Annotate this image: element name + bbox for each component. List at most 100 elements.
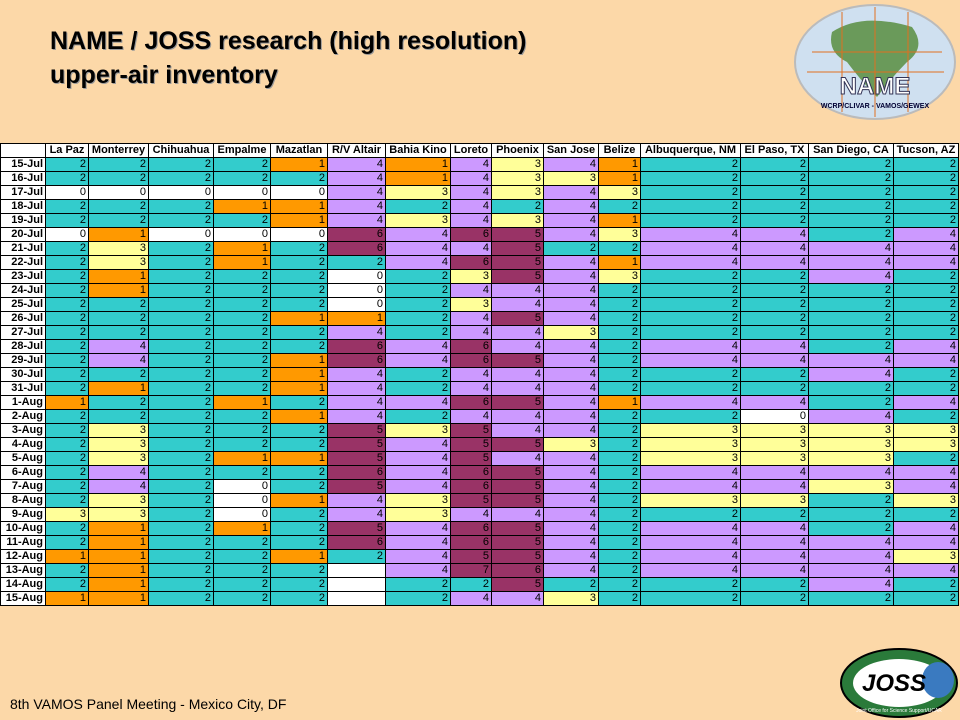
count-cell: 2 [213, 423, 271, 438]
count-cell: 4 [385, 465, 451, 480]
count-cell: 2 [148, 353, 214, 368]
count-cell: 2 [640, 507, 741, 522]
count-cell: 4 [450, 213, 492, 228]
count-cell: 2 [385, 269, 451, 284]
count-cell: 1 [385, 171, 451, 186]
count-cell: 6 [327, 241, 386, 256]
count-cell: 3 [640, 493, 741, 508]
column-header: Loreto [450, 143, 492, 158]
count-cell: 3 [640, 423, 741, 438]
count-cell: 2 [270, 507, 328, 522]
count-cell: 4 [88, 479, 149, 494]
date-cell: 3-Aug [0, 423, 46, 438]
count-cell: 4 [543, 353, 599, 368]
count-cell: 4 [640, 549, 741, 564]
count-cell: 2 [270, 535, 328, 550]
table-row: 31-Jul 2 1 2 2 1 4 2 4 4 4 2 2 2 2 2 [0, 381, 959, 396]
count-cell: 4 [543, 563, 599, 578]
count-cell: 4 [491, 297, 544, 312]
count-cell: 6 [450, 479, 492, 494]
count-cell: 2 [808, 493, 894, 508]
date-cell: 15-Jul [0, 157, 46, 172]
count-cell: 2 [893, 325, 959, 340]
count-cell: 2 [148, 535, 214, 550]
date-cell: 9-Aug [0, 507, 46, 522]
count-cell: 4 [543, 255, 599, 270]
count-cell: 5 [491, 535, 544, 550]
count-cell: 2 [808, 213, 894, 228]
count-cell: 3 [893, 493, 959, 508]
count-cell: 4 [740, 535, 809, 550]
count-cell: 2 [45, 157, 89, 172]
count-cell: 4 [543, 297, 599, 312]
count-cell: 2 [640, 325, 741, 340]
count-cell: 2 [270, 423, 328, 438]
count-cell: 2 [45, 199, 89, 214]
date-cell: 28-Jul [0, 339, 46, 354]
count-cell: 3 [88, 241, 149, 256]
inventory-table: La Paz Monterrey Chihuahua Empalme Mazatlan R… [0, 143, 959, 606]
count-cell: 2 [598, 423, 641, 438]
count-cell: 2 [740, 591, 809, 606]
count-cell: 2 [385, 409, 451, 424]
name-logo: NAME WCRP/CLIVAR - VAMOS/GEWEX [794, 4, 956, 120]
count-cell: 0 [45, 227, 89, 242]
count-cell: 2 [213, 577, 271, 592]
count-cell: 3 [543, 325, 599, 340]
count-cell: 2 [270, 521, 328, 536]
count-cell: 2 [740, 171, 809, 186]
count-cell: 4 [327, 171, 386, 186]
count-cell: 2 [45, 283, 89, 298]
count-cell: 2 [598, 493, 641, 508]
count-cell: 2 [385, 367, 451, 382]
count-cell: 0 [88, 185, 149, 200]
count-cell: 4 [640, 255, 741, 270]
count-cell: 2 [893, 171, 959, 186]
count-cell: 3 [88, 507, 149, 522]
count-cell: 6 [450, 465, 492, 480]
count-cell: 3 [640, 451, 741, 466]
count-cell: 4 [491, 339, 544, 354]
count-cell: 2 [88, 157, 149, 172]
count-cell: 4 [893, 241, 959, 256]
count-cell: 2 [893, 213, 959, 228]
count-cell: 2 [893, 283, 959, 298]
count-cell: 6 [450, 353, 492, 368]
table-row: 3-Aug 2 3 2 2 2 5 3 5 4 4 2 3 3 3 3 [0, 423, 959, 438]
count-cell: 2 [45, 311, 89, 326]
date-cell: 21-Jul [0, 241, 46, 256]
count-cell: 2 [45, 479, 89, 494]
count-cell: 5 [450, 437, 492, 452]
count-cell: 4 [543, 493, 599, 508]
count-cell: 2 [640, 591, 741, 606]
count-cell: 4 [543, 199, 599, 214]
count-cell: 2 [213, 339, 271, 354]
table-row: 21-Jul 2 3 2 1 2 6 4 4 5 2 2 4 4 4 4 [0, 241, 959, 256]
count-cell: 3 [740, 423, 809, 438]
count-cell: 2 [598, 549, 641, 564]
count-cell: 2 [88, 325, 149, 340]
date-cell: 22-Jul [0, 255, 46, 270]
count-cell: 3 [893, 549, 959, 564]
count-cell: 1 [213, 241, 271, 256]
table-row: 15-Aug 1 1 2 2 2 2 4 4 3 2 2 2 2 2 [0, 591, 959, 606]
table-row: 15-Jul 2 2 2 2 1 4 1 4 3 4 1 2 2 2 2 [0, 157, 959, 172]
count-cell: 1 [270, 381, 328, 396]
date-cell: 15-Aug [0, 591, 46, 606]
count-cell: 4 [640, 339, 741, 354]
count-cell: 4 [808, 241, 894, 256]
count-cell: 2 [808, 395, 894, 410]
count-cell: 2 [213, 283, 271, 298]
count-cell: 4 [740, 395, 809, 410]
date-cell: 20-Jul [0, 227, 46, 242]
count-cell: 2 [893, 367, 959, 382]
count-cell: 2 [740, 297, 809, 312]
count-cell: 1 [270, 367, 328, 382]
count-cell: 2 [45, 241, 89, 256]
count-cell: 4 [543, 381, 599, 396]
count-cell: 4 [808, 465, 894, 480]
count-cell: 2 [88, 367, 149, 382]
count-cell: 1 [270, 199, 328, 214]
count-cell: 2 [893, 591, 959, 606]
count-cell: 2 [598, 507, 641, 522]
